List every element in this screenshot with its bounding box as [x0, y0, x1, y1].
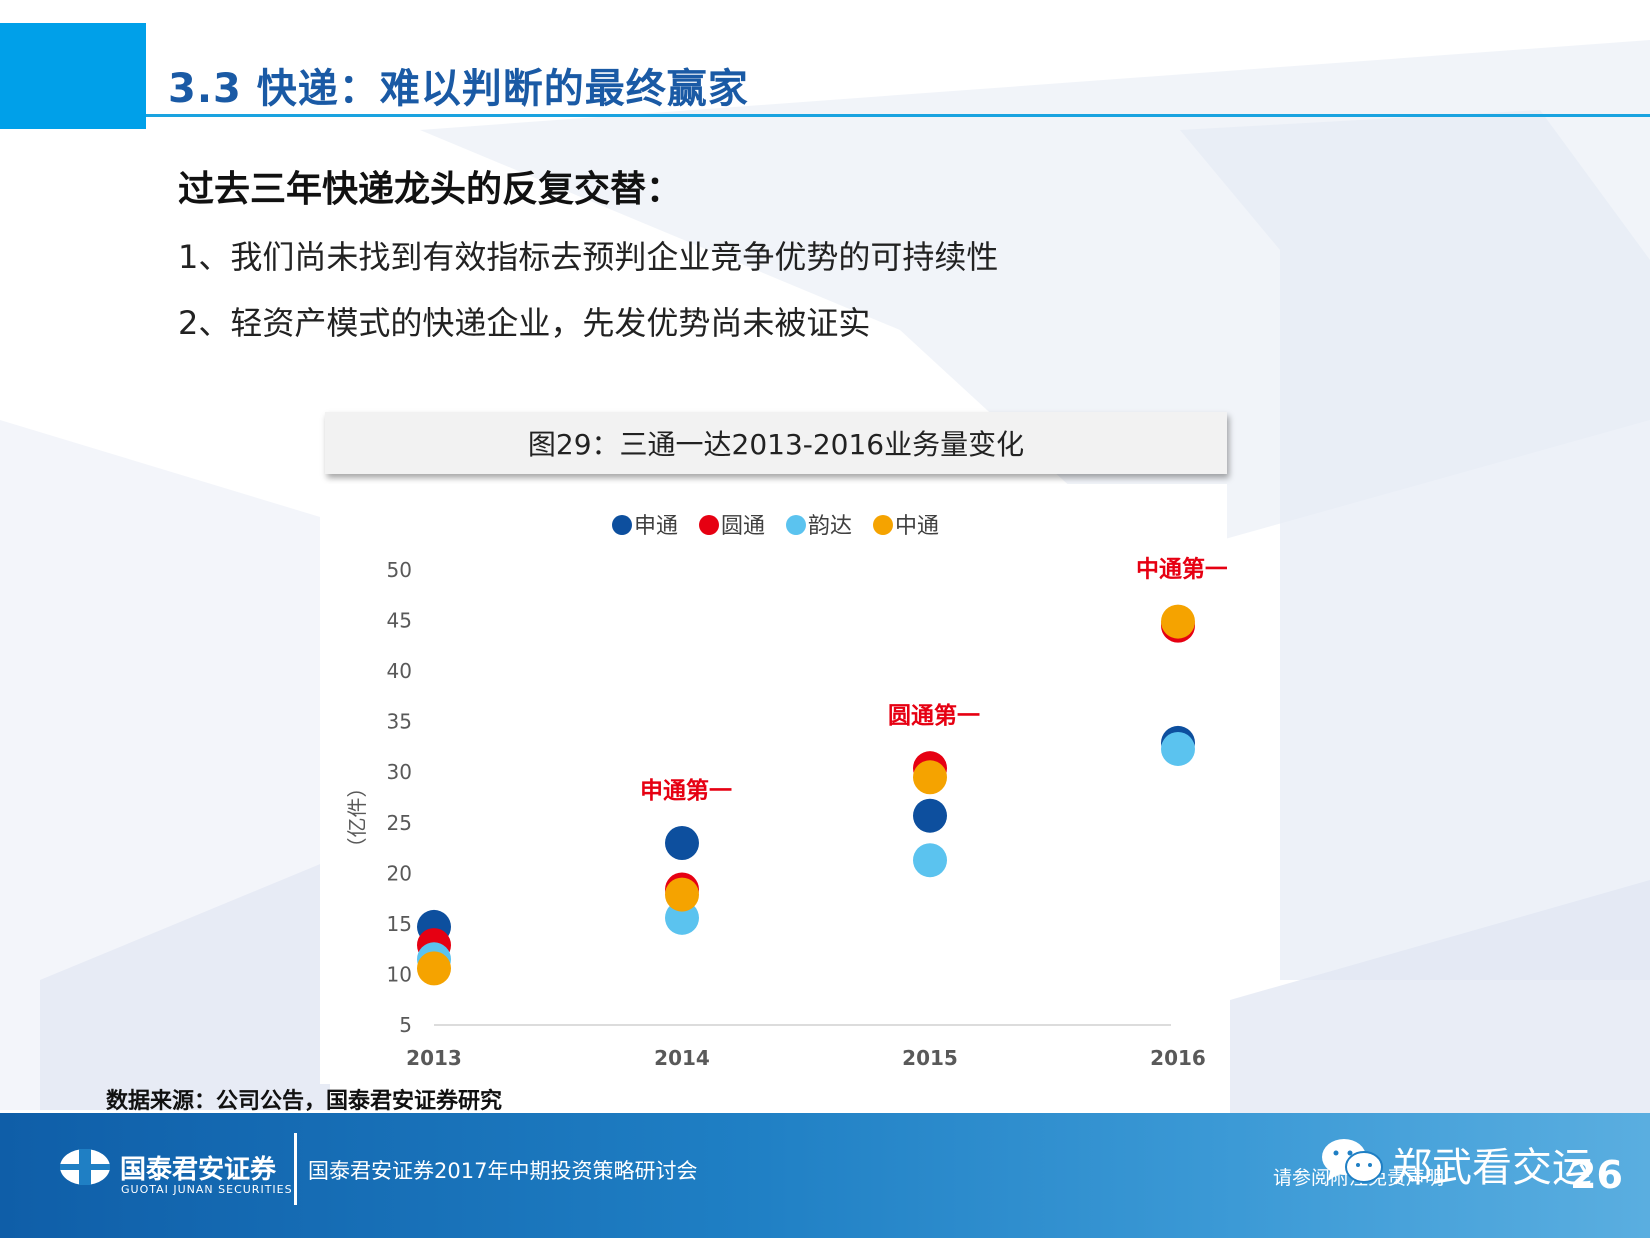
- footer-event-name: 国泰君安证券2017年中期投资策略研讨会: [308, 1159, 698, 1183]
- y-tick-label: 20: [387, 861, 412, 885]
- y-tick-label: 40: [387, 659, 412, 683]
- annotation-label: 圆通第一: [888, 702, 980, 729]
- annotation-label: 申通第一: [640, 777, 732, 804]
- legend-label: 申通: [634, 514, 678, 539]
- point-2: 2、轻资产模式的快递企业，先发优势尚未被证实: [178, 304, 871, 342]
- x-tick-label: 2014: [654, 1046, 710, 1070]
- annotation-label: 中通第一: [1136, 556, 1227, 583]
- x-tick-label: 2016: [1150, 1046, 1206, 1070]
- data-point: [1161, 604, 1195, 639]
- wechat-icon: [1322, 1139, 1383, 1183]
- data-point: [665, 900, 699, 935]
- figure-caption: 图29：三通一达2013-2016业务量变化: [325, 412, 1227, 474]
- footer-brand: 国泰君安证券: [120, 1155, 277, 1185]
- point-1: 1、我们尚未找到有效指标去预判企业竞争优势的可持续性: [178, 238, 999, 276]
- footer-divider: [294, 1133, 297, 1205]
- y-tick-label: 10: [387, 962, 412, 986]
- data-point: [913, 798, 947, 833]
- legend-marker: [786, 515, 806, 535]
- legend-label: 中通: [895, 514, 939, 539]
- x-tick-label: 2013: [406, 1046, 462, 1070]
- data-source-note: 数据来源：公司公告，国泰君安证券研究: [106, 1089, 503, 1114]
- legend-marker: [699, 515, 719, 535]
- title-accent-block: [0, 23, 146, 129]
- y-axis-label: （亿件）: [345, 778, 369, 858]
- data-point: [665, 877, 699, 912]
- wechat-account-name: 郑武看交运: [1392, 1145, 1592, 1191]
- y-tick-label: 5: [399, 1013, 412, 1037]
- y-tick-label: 50: [387, 558, 412, 582]
- x-tick-label: 2015: [902, 1046, 958, 1070]
- y-tick-label: 45: [387, 609, 412, 633]
- y-tick-label: 30: [387, 760, 412, 784]
- y-tick-label: 25: [387, 811, 412, 835]
- data-point: [913, 843, 947, 878]
- data-point: [665, 826, 699, 860]
- footer-brand-en: GUOTAI JUNAN SECURITIES: [121, 1183, 293, 1196]
- legend-marker: [612, 515, 632, 535]
- page-title: 3.3 快递：难以判断的最终赢家: [168, 66, 749, 112]
- y-axis: 5 10 15 20 25 30 35 40 45 50 （亿件）: [345, 558, 412, 1037]
- legend-label: 韵达: [808, 514, 852, 539]
- title-underline: [146, 114, 1650, 117]
- chart-panel: [320, 484, 1227, 1084]
- y-tick-label: 15: [387, 912, 412, 936]
- data-point: [1161, 731, 1195, 766]
- chart-annotations: 申通第一 圆通第一 中通第一: [640, 556, 1227, 804]
- data-point: [417, 951, 451, 986]
- y-tick-label: 35: [387, 710, 412, 734]
- footer-bar: 国泰君安证券 GUOTAI JUNAN SECURITIES 国泰君安证券201…: [0, 1113, 1650, 1238]
- legend-marker: [873, 515, 893, 535]
- data-point: [913, 760, 947, 795]
- x-axis: 2013 2014 2015 2016: [406, 1024, 1206, 1070]
- guotai-junan-logo-icon: [60, 1149, 110, 1185]
- section-subtitle: 过去三年快递龙头的反复交替：: [178, 169, 683, 210]
- chart-legend: 申通 圆通 韵达 中通: [612, 514, 939, 539]
- data-points: [417, 604, 1195, 986]
- legend-label: 圆通: [721, 514, 765, 539]
- page-number: 26: [1570, 1153, 1623, 1197]
